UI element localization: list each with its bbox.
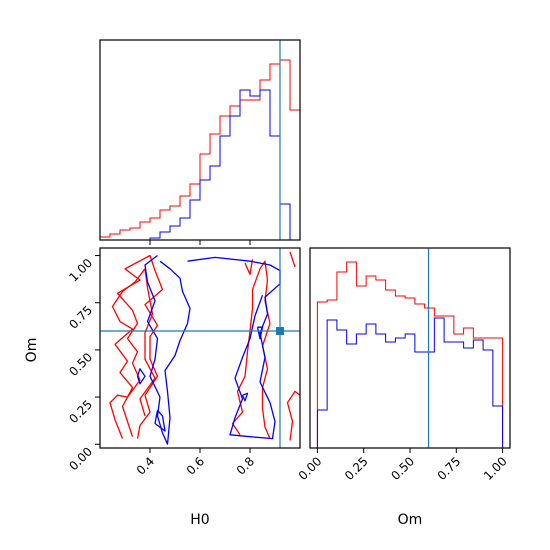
contour-1-2: [136, 368, 146, 385]
h0-hist-series-1: [100, 89, 300, 241]
x-axis-label-h0: H0: [190, 512, 209, 528]
om-x-ticklabel-4: 1.00: [481, 454, 510, 483]
contour-1-4: [241, 392, 249, 402]
contour-0-5: [289, 251, 296, 268]
om-x-ticklabel-1: 0.25: [342, 454, 371, 483]
om-y-ticklabel-0: 0.00: [66, 444, 95, 473]
om-y-ticklabel-1: 0.25: [66, 397, 95, 426]
om-y-ticklabel-4: 1.00: [66, 256, 95, 285]
contour-1-1: [187, 256, 281, 440]
om-marginal-panel: 0.00 0.25 0.50 0.75 1.00: [296, 247, 511, 483]
contour-0-1: [111, 268, 156, 437]
contour-frame: [99, 247, 301, 449]
h0-x-ticklabel-2: 0.8: [234, 454, 257, 477]
h0-hist-series-0: [99, 59, 301, 240]
om-marginal-frame: [309, 247, 511, 449]
om-x-ticklabel-2: 0.50: [388, 454, 417, 483]
om-y-ticklabel-3: 0.75: [66, 303, 95, 332]
om-y-ticklabel-2: 0.50: [66, 350, 95, 379]
h0-x-ticklabel-0: 0.4: [134, 454, 157, 477]
contour-1-5: [256, 326, 264, 340]
contour-lines: [109, 251, 300, 445]
h0-x-ticklabel-1: 0.6: [184, 454, 207, 477]
h0-marginal-panel: [99, 39, 301, 245]
om-x-ticklabel-3: 0.75: [435, 454, 464, 483]
om-x-ticklabel-0: 0.00: [296, 454, 325, 483]
om-hist-series-0: [316, 261, 504, 448]
contour-0-3: [286, 390, 300, 441]
contour-1-3: [154, 409, 166, 432]
y-axis-label-om: Om: [24, 338, 40, 363]
contour-truth-marker: [276, 327, 284, 336]
contour-0-4: [244, 259, 254, 276]
om-hist-series-1: [316, 317, 504, 448]
x-axis-label-om: Om: [398, 512, 423, 528]
contour-0-2: [231, 260, 271, 439]
om-vs-h0-contour-panel: 0.4 0.6 0.8 0.00 0.25 0.50 0.75 1.00: [66, 247, 301, 478]
contour-1-0: [144, 254, 191, 445]
